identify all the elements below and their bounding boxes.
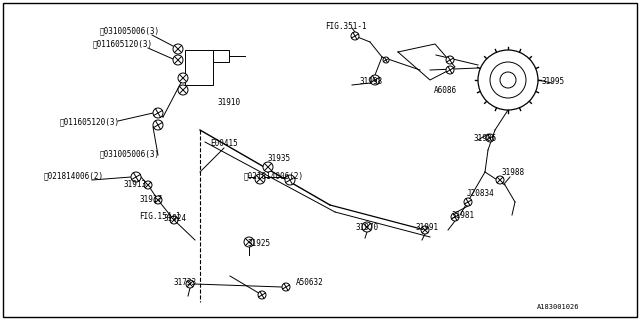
Text: 31970: 31970	[356, 223, 379, 232]
Circle shape	[244, 237, 254, 247]
Bar	[213, 50, 229, 62]
Text: A183001026: A183001026	[537, 304, 579, 310]
Circle shape	[153, 108, 163, 118]
Text: Ⓑ011605120(3): Ⓑ011605120(3)	[93, 39, 153, 48]
Text: Ⓑ011605120(3): Ⓑ011605120(3)	[60, 117, 120, 126]
Text: 31986: 31986	[474, 134, 497, 143]
Text: ⓜ031005006(3): ⓜ031005006(3)	[100, 149, 160, 158]
Text: 31998: 31998	[360, 77, 383, 86]
Text: FIG.154-1: FIG.154-1	[139, 212, 180, 221]
Circle shape	[496, 176, 504, 184]
Circle shape	[490, 62, 526, 98]
Circle shape	[362, 222, 372, 232]
Circle shape	[178, 85, 188, 95]
Text: A6086: A6086	[434, 86, 457, 95]
Circle shape	[486, 134, 494, 142]
Text: 31925: 31925	[247, 239, 270, 248]
Text: 31991: 31991	[415, 223, 438, 232]
Text: Ⓝ021814006(2): Ⓝ021814006(2)	[244, 171, 304, 180]
Circle shape	[446, 66, 454, 74]
Text: 31995: 31995	[541, 77, 564, 86]
Text: FIG.351-1: FIG.351-1	[325, 22, 367, 31]
Text: 31913: 31913	[123, 180, 146, 189]
Circle shape	[263, 162, 273, 172]
Circle shape	[255, 174, 265, 184]
Circle shape	[153, 120, 163, 130]
Text: 31917: 31917	[139, 195, 162, 204]
Circle shape	[170, 216, 178, 224]
Circle shape	[446, 56, 454, 64]
Circle shape	[383, 57, 389, 63]
Text: 31924: 31924	[164, 214, 187, 223]
Circle shape	[186, 280, 194, 288]
Circle shape	[173, 44, 183, 54]
Text: 31733: 31733	[173, 278, 196, 287]
Text: ⓜ031005006(3): ⓜ031005006(3)	[100, 26, 160, 35]
Circle shape	[282, 283, 290, 291]
Circle shape	[370, 75, 380, 85]
Circle shape	[258, 291, 266, 299]
Circle shape	[178, 73, 188, 83]
Text: 31988: 31988	[502, 168, 525, 177]
Text: E00415: E00415	[210, 139, 237, 148]
Text: 31981: 31981	[451, 211, 474, 220]
Circle shape	[421, 226, 429, 234]
Text: Ⓝ021814006(2): Ⓝ021814006(2)	[44, 171, 104, 180]
Circle shape	[451, 213, 459, 221]
Circle shape	[500, 72, 516, 88]
Circle shape	[478, 50, 538, 110]
Text: A50632: A50632	[296, 278, 324, 287]
Circle shape	[351, 32, 359, 40]
Circle shape	[173, 55, 183, 65]
Text: 31935: 31935	[268, 154, 291, 163]
Circle shape	[131, 172, 141, 182]
Circle shape	[144, 181, 152, 189]
Circle shape	[464, 198, 472, 206]
Text: 31910: 31910	[218, 98, 241, 107]
Bar	[185, 50, 213, 85]
Circle shape	[285, 175, 295, 185]
Text: J20834: J20834	[467, 189, 495, 198]
Circle shape	[154, 196, 162, 204]
